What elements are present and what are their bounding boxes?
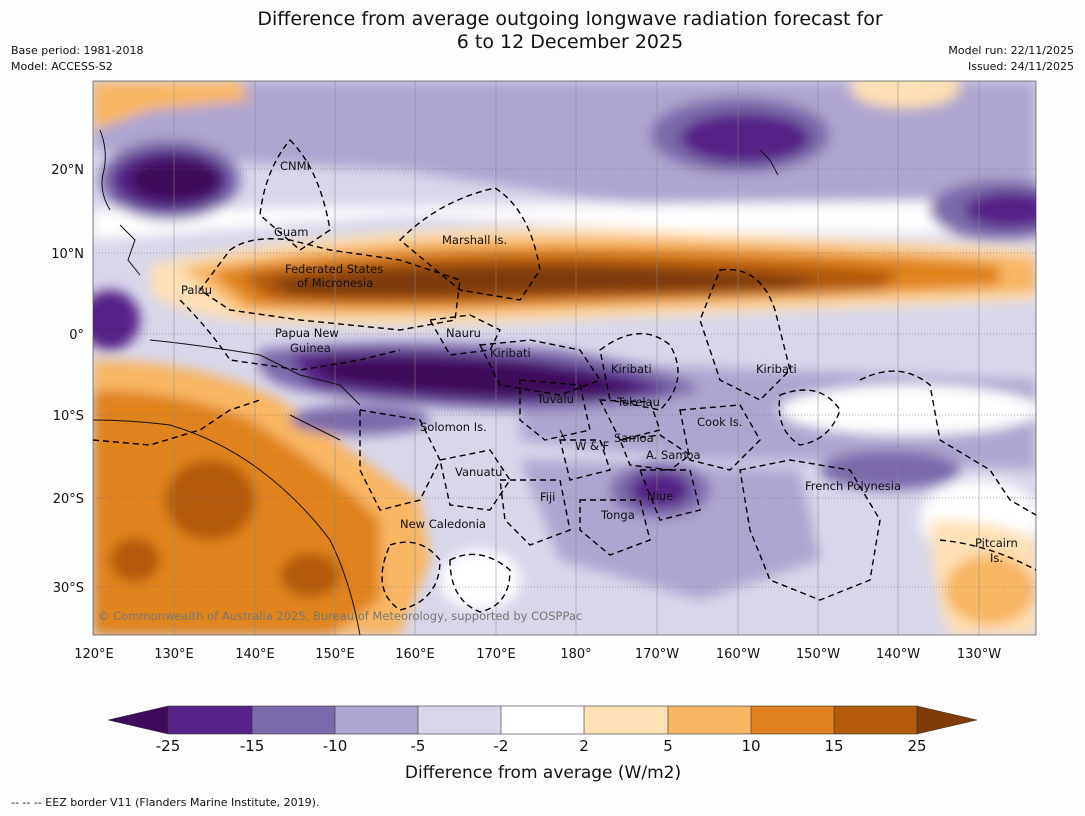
label-new-caledonia: New Caledonia: [400, 517, 486, 531]
colorbar-swatch: [252, 706, 335, 734]
eez-borders: [93, 138, 1036, 613]
lat-label: 0°: [69, 328, 84, 343]
lat-label: 10°N: [51, 247, 84, 262]
label-cnmi: CNMI: [280, 159, 310, 173]
label-pitcairn-1: Pitcairn: [975, 536, 1018, 550]
place-labels: CNMI Guam Marshall Is. Federated States …: [181, 159, 1018, 565]
colorbar-tick: -25: [156, 737, 181, 755]
graticule: [173, 81, 980, 635]
colorbar-tick: -2: [494, 737, 509, 755]
lon-label: 130°W: [957, 647, 1001, 662]
label-tuvalu: Tuvalu: [536, 392, 574, 406]
colorbar-tick: 2: [579, 737, 589, 755]
colorbar-swatch: [418, 706, 501, 734]
colorbar-tick: 10: [741, 737, 760, 755]
label-wallis-futuna: W & F: [575, 439, 609, 453]
latitude-lines: [93, 168, 1036, 588]
lon-label: 130°E: [154, 647, 194, 662]
label-american-samoa: A. Samoa: [646, 448, 701, 462]
copyright-text: © Commonwealth of Australia 2025, Bureau…: [98, 609, 582, 623]
colorbar-swatch: [751, 706, 834, 734]
label-niue: Niue: [647, 489, 673, 503]
coastlines: [93, 129, 779, 635]
label-kiribati-west: Kiribati: [490, 346, 531, 360]
lon-label: 160°E: [395, 647, 435, 662]
label-fiji: Fiji: [540, 490, 555, 504]
lon-label: 150°E: [315, 647, 355, 662]
label-tokelau: Tokelau: [616, 395, 660, 409]
label-fsm-1: Federated States: [285, 262, 383, 276]
lon-label: 140°E: [235, 647, 275, 662]
lon-label: 170°W: [635, 647, 679, 662]
label-solomon: Solomon Is.: [420, 420, 487, 434]
lon-label: 150°W: [796, 647, 840, 662]
lon-label: 180°: [560, 647, 591, 662]
colorbar-tick: -10: [323, 737, 348, 755]
colorbar-swatch: [584, 706, 668, 734]
label-guam: Guam: [274, 225, 308, 239]
colorbar-arrow-high: [916, 705, 978, 735]
title-line-2: 6 to 12 December 2025: [456, 31, 684, 53]
label-samoa: Samoa: [614, 431, 654, 445]
lon-label: 120°E: [74, 647, 114, 662]
colorbar-tick: 25: [907, 737, 926, 755]
label-french-polynesia: French Polynesia: [805, 479, 901, 493]
map-frame: [92, 80, 1037, 636]
anomaly-field: © Commonwealth of Australia 2025, Bureau…: [93, 81, 1036, 635]
lat-label: 30°S: [53, 581, 84, 596]
label-png-2: Guinea: [290, 341, 331, 355]
lon-label: 170°E: [476, 647, 516, 662]
colorbar-swatch: [668, 706, 751, 734]
label-kiribati-central: Kiribati: [611, 362, 652, 376]
lat-label: 20°N: [51, 163, 84, 178]
lon-label: 140°W: [876, 647, 920, 662]
model-run: Model run: 22/11/2025: [948, 44, 1074, 57]
colorbar-arrow-low: [107, 705, 169, 735]
colorbar-tick: -15: [240, 737, 265, 755]
lat-label: 10°S: [53, 409, 84, 424]
colorbar-swatch: [168, 706, 252, 734]
colorbar-tick: 5: [663, 737, 673, 755]
colorbar-outline: [167, 705, 918, 735]
label-marshall: Marshall Is.: [442, 233, 507, 247]
colorbar-tick: 15: [824, 737, 843, 755]
meta-right: Model run: 22/11/2025 Issued: 24/11/2025: [948, 43, 1074, 75]
colorbar-swatch: [335, 706, 418, 734]
label-palau: Palau: [181, 283, 212, 297]
meta-left: Base period: 1981-2018 Model: ACCESS-S2: [11, 43, 143, 75]
colorbar-title: Difference from average (W/m2): [405, 763, 681, 783]
model-name: Model: ACCESS-S2: [11, 60, 113, 73]
colorbar-swatch: [834, 706, 917, 734]
colorbar: -25 -15 -10 -5 -2 2 5 10 15 25 Differenc…: [107, 705, 978, 783]
label-kiribati-east: Kiribati: [756, 362, 797, 376]
label-tonga: Tonga: [600, 508, 635, 522]
label-nauru: Nauru: [446, 326, 481, 340]
label-cook-islands: Cook Is.: [697, 415, 742, 429]
lon-axis-labels: 120°E 130°E 140°E 150°E 160°E 170°E 180°…: [74, 647, 1001, 662]
base-period: Base period: 1981-2018: [11, 44, 144, 57]
issued-date: Issued: 24/11/2025: [967, 60, 1074, 73]
colorbar-tick: -5: [411, 737, 426, 755]
label-vanuatu: Vanuatu: [455, 465, 502, 479]
chart-title: Difference from average outgoing longwav…: [0, 8, 1085, 54]
lat-axis-labels: 20°N 10°N 0° 10°S 20°S 30°S: [51, 163, 84, 596]
label-fsm-2: of Micronesia: [297, 276, 373, 290]
eez-footnote: -- -- -- EEZ border V11 (Flanders Marine…: [11, 796, 320, 809]
label-pitcairn-2: Is.: [990, 551, 1003, 565]
lat-label: 20°S: [53, 492, 84, 507]
label-png-1: Papua New: [275, 326, 339, 340]
lon-label: 160°W: [716, 647, 760, 662]
title-line-1: Difference from average outgoing longwav…: [257, 8, 883, 30]
colorbar-swatch: [501, 706, 584, 734]
